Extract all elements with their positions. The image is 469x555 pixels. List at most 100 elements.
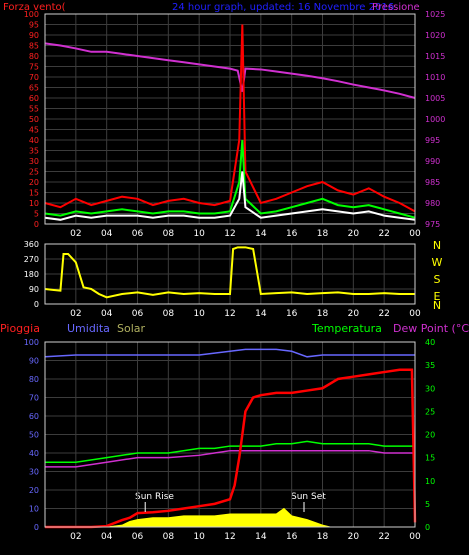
y-tick-label-left: 90 (29, 31, 39, 40)
x-tick-label: 20 (348, 309, 360, 319)
series-line-raffica (44, 24, 416, 213)
x-tick-label: 12 (224, 229, 235, 239)
series-line-umidita (44, 348, 415, 358)
y-tick-label-left: 0 (34, 523, 39, 532)
sun-rise-label: Sun Rise (135, 492, 174, 502)
y-tick-label-right: 975 (425, 220, 440, 229)
y-tick-label-left: 70 (29, 73, 39, 82)
y-tick-label-right: 15 (425, 454, 435, 463)
y-tick-label-right: 25 (425, 407, 435, 416)
x-tick-label: 02 (70, 532, 81, 542)
x-tick-label: 06 (132, 532, 144, 542)
series-line-temperatura (45, 440, 415, 463)
y-tick-label-left: 80 (29, 52, 39, 61)
x-tick-label: 08 (163, 309, 175, 319)
x-tick-label: 12 (224, 532, 235, 542)
compass-label: E (434, 290, 441, 303)
x-tick-label: 16 (286, 532, 298, 542)
x-tick-label: 16 (286, 309, 298, 319)
x-tick-label: 10 (193, 532, 205, 542)
pressure-axis-title: Pressione (372, 2, 420, 13)
y-tick-label-right: 0 (425, 523, 430, 532)
y-tick-label-right: 1015 (425, 52, 445, 61)
compass-label: N (433, 299, 441, 312)
x-tick-label: 04 (101, 229, 113, 239)
y-tick-label-left: 85 (29, 42, 39, 51)
dew-point-label: Dew Point (°C) (393, 322, 469, 335)
series-line-dew-point (45, 449, 415, 468)
y-tick-label-right: 990 (425, 157, 440, 166)
x-tick-label: 04 (101, 532, 113, 542)
y-tick-label-right: 30 (425, 384, 435, 393)
series-line-vento (44, 171, 416, 221)
chart-marks: 0510152025303540455055606570758085909510… (24, 10, 446, 542)
x-tick-label: 20 (348, 532, 360, 542)
x-tick-label: 22 (378, 229, 389, 239)
y-tick-label-right: 1020 (425, 31, 445, 40)
compass-label: S (434, 273, 441, 286)
series-line-direzione (44, 246, 415, 299)
x-tick-label: 00 (409, 229, 421, 239)
y-tick-label-left: 70 (29, 394, 39, 403)
y-tick-label-left: 100 (24, 10, 39, 19)
x-tick-label: 22 (378, 532, 389, 542)
y-tick-label-left: 20 (29, 178, 39, 187)
y-tick-label-left: 270 (24, 255, 39, 264)
y-tick-label-left: 30 (29, 468, 39, 477)
x-tick-label: 00 (409, 309, 421, 319)
x-tick-label: 10 (193, 229, 205, 239)
panel-1-frame (44, 13, 416, 225)
sun-set-label: Sun Set (291, 492, 326, 502)
y-tick-label-left: 15 (29, 189, 39, 198)
y-tick-label-left: 80 (29, 375, 39, 384)
y-tick-label-right: 995 (425, 136, 440, 145)
y-tick-label-left: 0 (34, 220, 39, 229)
panel-2-frame (44, 243, 416, 305)
x-tick-label: 10 (193, 309, 205, 319)
y-tick-label-left: 20 (29, 486, 39, 495)
x-tick-label: 16 (286, 229, 298, 239)
y-tick-label-right: 10 (425, 477, 435, 486)
y-tick-label-left: 10 (29, 199, 39, 208)
y-tick-label-left: 360 (24, 240, 39, 249)
x-tick-label: 06 (132, 229, 144, 239)
y-tick-label-left: 90 (29, 285, 39, 294)
humidity-label: Umidita (67, 322, 110, 335)
y-tick-label-left: 60 (29, 412, 39, 421)
compass-label: W (432, 256, 443, 269)
x-tick-label: 02 (70, 229, 81, 239)
y-tick-label-left: 75 (29, 63, 39, 72)
temperature-label: Temperatura (311, 322, 382, 335)
y-tick-label-right: 20 (425, 431, 435, 440)
y-tick-label-left: 25 (29, 168, 39, 177)
graph-title: 24 hour graph, updated: 16 Novembre 2016 (172, 2, 394, 13)
x-tick-label: 14 (255, 309, 267, 319)
y-tick-label-right: 1000 (425, 115, 445, 124)
y-tick-label-right: 1005 (425, 94, 445, 103)
y-tick-label-left: 0 (34, 300, 39, 309)
y-tick-label-left: 40 (29, 449, 39, 458)
y-tick-label-left: 50 (29, 431, 39, 440)
x-tick-label: 04 (101, 309, 113, 319)
x-tick-label: 20 (348, 229, 360, 239)
series-line-media (44, 139, 416, 219)
compass-label: N (433, 239, 441, 252)
series-area-solar (45, 507, 415, 528)
rain-label: Pioggia (0, 322, 40, 335)
y-tick-label-left: 95 (29, 21, 39, 30)
y-tick-label-left: 180 (24, 270, 39, 279)
wind-axis-title: Forza vento( (3, 2, 66, 13)
x-tick-label: 02 (70, 309, 81, 319)
y-tick-label-left: 10 (29, 505, 39, 514)
y-tick-label-right: 40 (425, 338, 435, 347)
x-tick-label: 14 (255, 229, 267, 239)
y-tick-label-left: 45 (29, 126, 39, 135)
x-tick-label: 08 (163, 532, 175, 542)
x-tick-label: 00 (409, 532, 421, 542)
solar-label: Solar (117, 322, 146, 335)
y-tick-label-left: 40 (29, 136, 39, 145)
y-tick-label-left: 100 (24, 338, 39, 347)
y-tick-label-right: 35 (425, 361, 435, 370)
